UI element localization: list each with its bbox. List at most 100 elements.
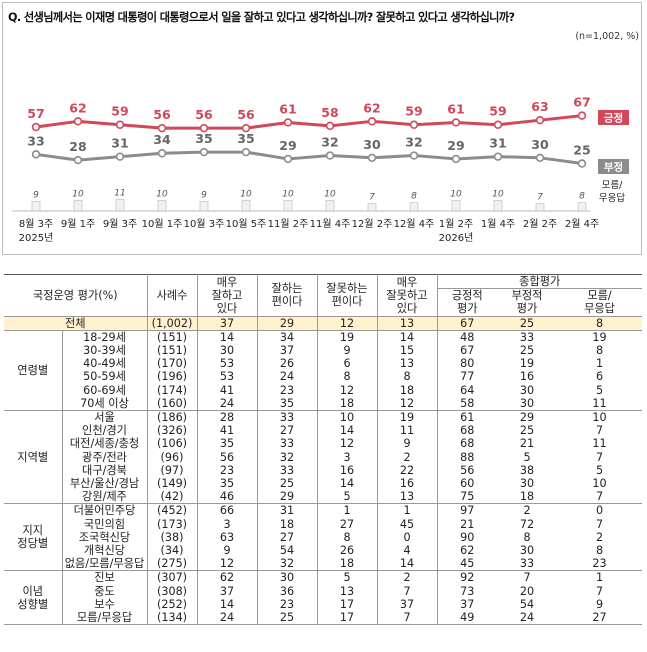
row-value: 31 bbox=[257, 503, 318, 518]
row-value: 30 bbox=[497, 396, 558, 412]
row-value: 26 bbox=[317, 544, 378, 558]
row-sample-size: (38) bbox=[147, 530, 198, 545]
row-value: 23 bbox=[257, 597, 318, 612]
row-value: 27 bbox=[257, 424, 318, 438]
row-value: 37 bbox=[460, 597, 475, 611]
positive-value-label: 61 bbox=[279, 101, 296, 116]
row-value: 23 bbox=[557, 557, 643, 572]
header-category: 국정운영 평가(%) bbox=[4, 274, 148, 317]
row-value: 14 bbox=[197, 597, 258, 612]
negative-point bbox=[199, 147, 209, 157]
row-value: 10 bbox=[317, 410, 378, 425]
row-value: 92 bbox=[460, 571, 475, 585]
positive-value-label: 62 bbox=[363, 100, 380, 115]
row-value: 36 bbox=[257, 584, 318, 598]
row-value: 75 bbox=[437, 490, 498, 505]
negative-point bbox=[241, 147, 251, 157]
sample-note: (n=1,002, %) bbox=[575, 31, 639, 42]
row-value: 12 bbox=[317, 437, 378, 451]
header-very-good: 매우 잘하고 있다 bbox=[197, 274, 258, 317]
row-sample-size: (452) bbox=[147, 503, 198, 518]
dk-bar bbox=[73, 200, 83, 212]
positive-value-label: 63 bbox=[531, 99, 548, 114]
x-tick-label: 10월 5주 bbox=[226, 218, 267, 230]
header-overall: 종합평가 bbox=[437, 273, 643, 290]
dk-bar bbox=[325, 200, 335, 212]
row-value: 64 bbox=[460, 383, 475, 397]
row-value: 18 bbox=[497, 490, 558, 505]
year-label: 2025년 bbox=[19, 232, 54, 244]
negative-value-label: 28 bbox=[69, 139, 86, 154]
row-value: 24 bbox=[197, 396, 258, 412]
row-value: 28 bbox=[197, 410, 258, 425]
row-value: 12 bbox=[377, 396, 438, 412]
row-sample-size: (96) bbox=[147, 450, 198, 464]
row-value: 37 bbox=[197, 584, 258, 598]
row-value: 8 bbox=[377, 370, 438, 384]
table-row: 중도 (308) 37 36 13 7 73 20 7 bbox=[4, 584, 642, 598]
positive-point bbox=[157, 123, 167, 133]
legend-negative-label: 부정 bbox=[604, 161, 623, 174]
row-value: 25 bbox=[257, 611, 318, 626]
row-sample-size: (307) bbox=[147, 570, 198, 585]
row-sample-size: (34) bbox=[147, 544, 198, 558]
table-row: 지역별 서울 (186) 28 33 10 19 61 29 10 bbox=[4, 410, 642, 505]
row-value: 33 bbox=[497, 557, 558, 572]
row-value: 16 bbox=[519, 370, 535, 384]
positive-value-label: 62 bbox=[69, 100, 86, 115]
legend-negative-badge bbox=[598, 159, 629, 174]
row-value: 7 bbox=[377, 584, 438, 598]
table-row: 대구/경북 (97) 23 33 16 22 56 38 5 bbox=[4, 463, 642, 478]
row-value: 63 bbox=[197, 530, 258, 545]
legend-positive-badge bbox=[598, 110, 629, 125]
group-label-line: 이념 bbox=[22, 584, 44, 598]
row-value: 20 bbox=[519, 584, 535, 598]
row-value: 30 bbox=[519, 544, 535, 558]
row-value: 4 bbox=[377, 544, 438, 558]
row-value: 13 bbox=[377, 316, 438, 331]
table-row: 연령별 18-29세 (151) 14 34 19 14 48 33 19 bbox=[4, 330, 642, 412]
positive-value-label: 61 bbox=[447, 101, 464, 116]
row-value: 8 bbox=[523, 530, 531, 544]
positive-point bbox=[73, 117, 83, 126]
positive-point bbox=[577, 111, 587, 120]
dk-bar bbox=[31, 201, 41, 212]
positive-value-label: 59 bbox=[489, 104, 506, 119]
row-value: 3 bbox=[317, 450, 378, 464]
row-value: 37 bbox=[377, 597, 438, 612]
row-sample-size: (275) bbox=[147, 557, 198, 572]
table-row: 강원/제주 (42) 46 29 5 13 75 18 7 bbox=[4, 490, 643, 505]
row-value: 17 bbox=[317, 597, 378, 612]
row-value: 67 bbox=[460, 344, 475, 358]
negative-value-label: 33 bbox=[27, 133, 44, 148]
row-label: 중도 bbox=[62, 584, 148, 598]
row-value: 30 bbox=[519, 477, 535, 491]
row-value: 41 bbox=[197, 383, 258, 397]
table-row: 이념 성향별 진보 (307) 62 30 5 2 92 7 1 bbox=[4, 570, 642, 626]
table-row: 광주/전라 (96) 56 32 3 2 88 5 7 bbox=[4, 450, 642, 464]
row-value: 19 bbox=[377, 410, 438, 425]
row-value: 32 bbox=[257, 557, 318, 572]
negative-point bbox=[367, 153, 377, 163]
row-value: 9 bbox=[377, 437, 438, 451]
row-label: 대전/세종/충청 bbox=[62, 437, 148, 451]
table-row: 모름/무응답 (134) 24 25 17 7 49 24 27 bbox=[4, 611, 643, 626]
negative-point bbox=[493, 152, 503, 161]
row-value: 29 bbox=[519, 411, 535, 425]
positive-point bbox=[493, 120, 503, 129]
dk-value-label: 9 bbox=[201, 191, 207, 201]
row-value: 61 bbox=[460, 411, 475, 425]
row-value: 14 bbox=[317, 424, 378, 438]
row-value: 3 bbox=[197, 517, 258, 531]
dk-value-label: 9 bbox=[33, 191, 39, 201]
dk-value-label: 10 bbox=[240, 190, 252, 200]
row-value: 12 bbox=[317, 383, 378, 397]
row-value: 19 bbox=[592, 330, 607, 344]
row-value: 35 bbox=[197, 477, 258, 491]
row-value: 22 bbox=[377, 463, 438, 478]
positive-value-label: 56 bbox=[237, 107, 255, 122]
dk-value-label: 10 bbox=[156, 190, 168, 200]
row-value: 37 bbox=[257, 344, 318, 358]
row-value: 12 bbox=[197, 557, 258, 572]
group-label-line: 정당별 bbox=[17, 537, 49, 551]
